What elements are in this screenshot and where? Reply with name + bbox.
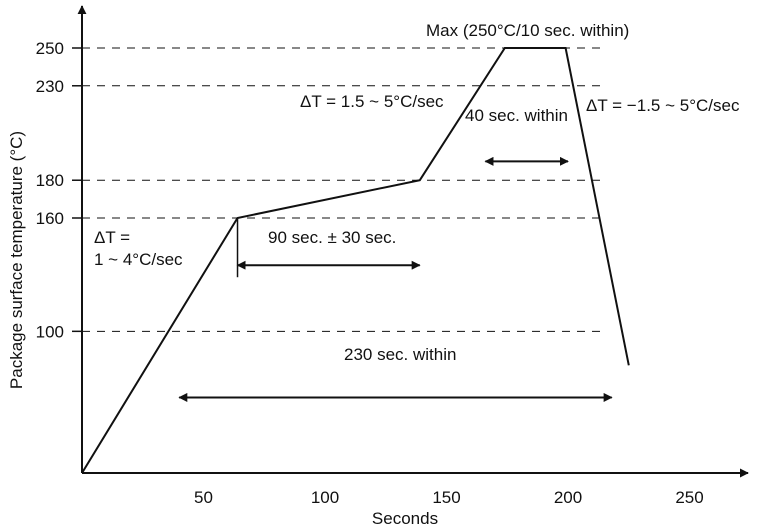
- x-tick-label-50: 50: [194, 488, 213, 507]
- ramp-start-annotation-line1: ΔT =: [94, 228, 130, 247]
- x-tick-label-100: 100: [311, 488, 339, 507]
- x-tick-labels: 50 100 150 200 250: [194, 488, 704, 507]
- y-tick-label-250: 250: [36, 39, 64, 58]
- y-axis-label: Package surface temperature (°C): [7, 131, 26, 389]
- max-annotation: Max (250°C/10 sec. within): [426, 21, 629, 40]
- peak-time-annotation: 40 sec. within: [465, 106, 568, 125]
- y-tick-labels: 250 230 180 160 100: [36, 39, 82, 341]
- x-tick-label-150: 150: [432, 488, 460, 507]
- y-tick-label-230: 230: [36, 77, 64, 96]
- y-tick-label-180: 180: [36, 171, 64, 190]
- ramp-down-annotation: ΔT = −1.5 ~ 5°C/sec: [586, 96, 740, 115]
- total-time-annotation: 230 sec. within: [344, 345, 456, 364]
- ramp-start-annotation-line2: 1 ~ 4°C/sec: [94, 250, 183, 269]
- profile-line: [81, 47, 630, 474]
- reference-lines: [82, 47, 600, 332]
- y-tick-label-100: 100: [36, 322, 64, 341]
- x-tick-label-200: 200: [554, 488, 582, 507]
- x-tick-label-250: 250: [675, 488, 703, 507]
- y-tick-label-160: 160: [36, 209, 64, 228]
- ramp-mid-annotation: ΔT = 1.5 ~ 5°C/sec: [300, 92, 444, 111]
- soak-time-annotation: 90 sec. ± 30 sec.: [268, 228, 396, 247]
- x-axis-label: Seconds: [372, 509, 438, 528]
